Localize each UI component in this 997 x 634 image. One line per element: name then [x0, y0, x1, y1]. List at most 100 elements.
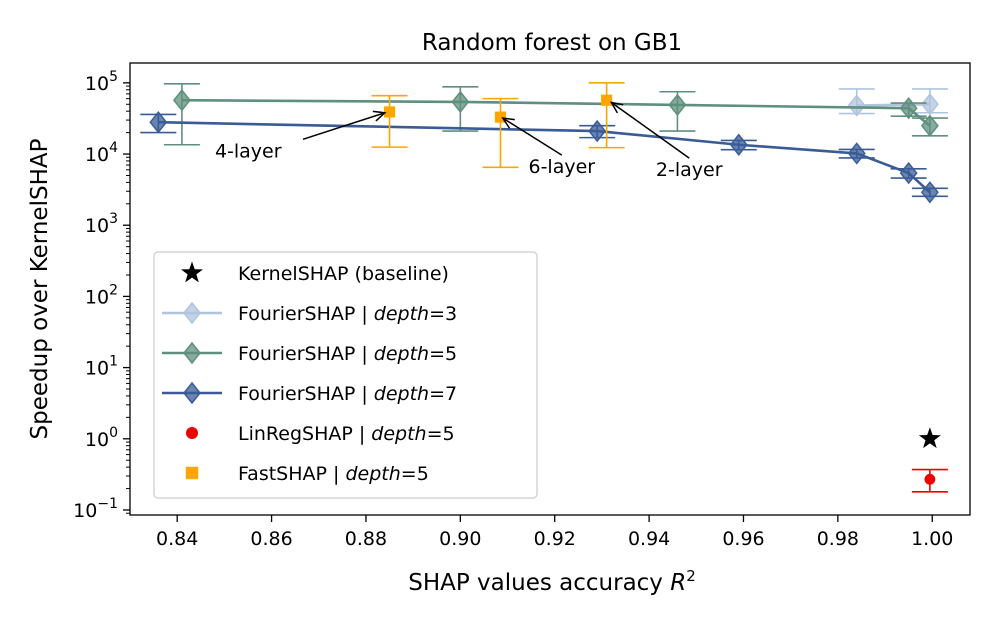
y-tick-label: 101: [85, 354, 118, 380]
data-point-d5: [172, 89, 191, 112]
annotation-label: 4-layer: [215, 140, 282, 162]
data-point-d7: [729, 133, 748, 156]
y-tick-label: 10−1: [73, 496, 118, 522]
data-point-d3: [920, 93, 939, 116]
data-point-fast: [383, 106, 396, 118]
data-point-fast: [494, 111, 507, 123]
legend-text-italic: depth: [374, 303, 429, 325]
y-tick-base: 10: [85, 144, 109, 166]
data-point-d5: [668, 93, 687, 117]
y-tick-base: 10: [73, 500, 97, 522]
legend-text: LinRegSHAP |: [238, 423, 371, 445]
x-axis-title: SHAP values accuracy R2: [408, 567, 696, 596]
legend-text: FastSHAP |: [238, 463, 345, 485]
y-tick-label: 104: [85, 140, 118, 166]
data-point-fast: [601, 94, 613, 106]
legend-marker-fast: [185, 466, 199, 480]
series-d5: [163, 82, 948, 146]
legend-text-italic: depth: [371, 423, 426, 445]
legend-text-italic: depth: [374, 343, 429, 365]
y-tick-exponent: 2: [109, 282, 118, 298]
legend-item-fast: FastSHAP | depth=5: [185, 463, 429, 485]
y-tick-base: 10: [85, 215, 109, 237]
y-tick-exponent: 0: [109, 425, 118, 441]
y-tick-label: 105: [85, 69, 118, 95]
legend-label-d7: FourierSHAP | depth=7: [238, 383, 457, 405]
y-tick-exponent: 4: [109, 140, 118, 156]
legend-text-italic: depth: [345, 463, 400, 485]
data-point-d3: [847, 94, 866, 117]
legend-text-suffix: =5: [427, 423, 455, 445]
plot-area: 4-layer 6-layer 2-layer: [140, 82, 948, 493]
legend-text: FourierSHAP |: [238, 343, 374, 365]
x-tick-label: 0.86: [250, 528, 292, 550]
x-tick-label: 0.92: [534, 528, 576, 550]
legend-marker-d5: [183, 341, 201, 365]
error-bar-fast: [371, 94, 408, 148]
x-tick-label: 1.00: [911, 528, 953, 550]
y-tick-exponent: 5: [109, 69, 118, 85]
legend-item-d7: FourierSHAP | depth=7: [162, 381, 457, 405]
legend-marker-d3: [183, 301, 201, 325]
x-tick-label: 0.94: [628, 528, 670, 550]
data-point-d7: [588, 119, 607, 143]
data-point-d5: [899, 97, 918, 120]
y-tick-exponent: 1: [109, 354, 118, 370]
y-tick-base: 10: [85, 286, 109, 308]
data-point-d7: [920, 181, 939, 204]
legend-text-italic: depth: [374, 383, 429, 405]
legend-marker-d7: [183, 381, 201, 405]
annotations: 4-layer 6-layer 2-layer: [215, 101, 723, 181]
x-tick-label: 0.98: [817, 528, 859, 550]
annotation-label: 2-layer: [656, 159, 723, 181]
plot-frame: [129, 62, 971, 516]
annotation-label: 6-layer: [528, 156, 595, 178]
legend-label-fast: FastSHAP | depth=5: [238, 463, 429, 485]
error-bar-fast: [482, 97, 519, 169]
x-tick-label: 0.84: [156, 528, 198, 550]
x-tick-label: 0.96: [722, 528, 764, 550]
legend-marker-linreg: [186, 427, 198, 439]
data-point-d7: [899, 161, 918, 185]
data-point-kernel: [918, 427, 941, 449]
legend-marker-kernel: [181, 261, 203, 283]
series-kernel: [918, 427, 941, 449]
data-point-d7: [847, 142, 866, 165]
y-tick-base: 10: [85, 429, 109, 451]
y-tick-exponent: −1: [97, 496, 118, 512]
legend-box: [153, 251, 538, 499]
y-tick-base: 10: [85, 358, 109, 380]
annotation-arrow-line: [610, 101, 690, 159]
axes: 0.84 0.86 0.88 0.90 0.92 0.94 0.96 0.98 1.0010−1…: [73, 69, 953, 550]
legend-text-suffix: =7: [429, 383, 457, 405]
y-tick-label: 103: [85, 211, 118, 237]
y-tick-exponent: 3: [109, 211, 118, 227]
series-fast: [371, 82, 625, 169]
annotation-arrow-line: [502, 117, 563, 156]
x-tick-label: 0.88: [345, 528, 387, 550]
annotation-arrow-line: [302, 112, 386, 141]
x-tick-label: 0.90: [439, 528, 481, 550]
legend-label-kernel: KernelSHAP (baseline): [238, 263, 449, 285]
legend: KernelSHAP (baseline) FourierSHAP | depth…: [153, 251, 538, 499]
legend-text-suffix: =3: [429, 303, 457, 325]
y-tick-label: 102: [85, 282, 118, 308]
error-bar-fast: [588, 82, 625, 149]
data-point-linreg: [924, 473, 936, 485]
series-line-d3: [856, 102, 930, 107]
legend-text: KernelSHAP (baseline): [238, 263, 449, 285]
y-tick-label: 100: [85, 425, 118, 451]
legend-item-linreg: LinRegSHAP | depth=5: [186, 423, 455, 445]
legend-item-d3: FourierSHAP | depth=3: [162, 301, 457, 325]
annotation-arrow-head: [501, 117, 515, 129]
data-point-d5: [451, 90, 470, 114]
legend-text-suffix: =5: [429, 343, 457, 365]
y-axis-title: Speedup over KernelSHAP: [27, 138, 53, 439]
legend-text: FourierSHAP |: [238, 303, 374, 325]
legend-label-linreg: LinRegSHAP | depth=5: [238, 423, 455, 445]
series-d3: [838, 88, 948, 117]
legend-item-d5: FourierSHAP | depth=5: [162, 341, 457, 365]
x-axis-exponent: 2: [686, 567, 696, 585]
annotation-arrow-head: [372, 110, 387, 122]
